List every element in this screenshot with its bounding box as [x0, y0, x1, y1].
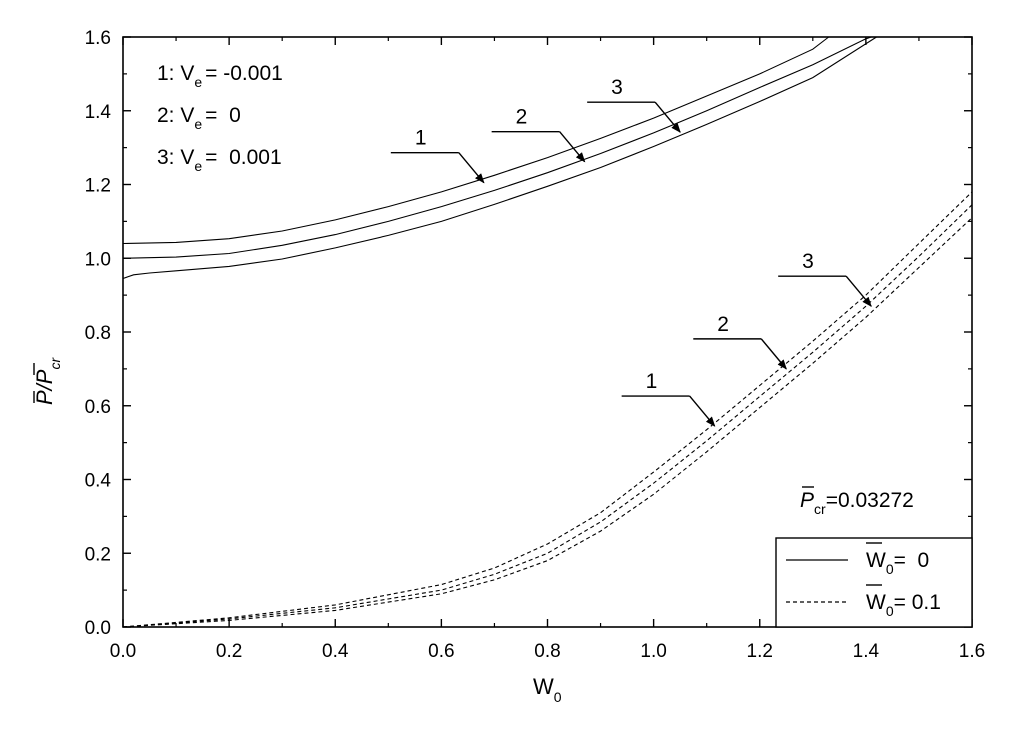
y-tick-label: 1.6 [85, 28, 111, 49]
y-tick-label: 0.4 [85, 471, 112, 492]
curve-annotations: 1 2 3 1 2 3 [390, 76, 872, 427]
annotation-arrow [689, 395, 716, 427]
series-line-dashed-1 [122, 191, 973, 628]
legend: W0= 0 W0= 0.1 [775, 537, 973, 628]
x-tick-label: 1.0 [640, 641, 666, 662]
annotation-label-solid-2: 2 [516, 106, 528, 129]
annotation-arrow [458, 152, 485, 184]
annotation-label-solid-3: 3 [611, 76, 623, 99]
x-tick-label: 1.2 [747, 641, 773, 662]
series-line-dashed-3 [122, 217, 973, 628]
axis-ticks: 0.0 0.2 0.4 0.6 0.8 1.0 1.2 1.4 1.6 0.0 0.2 0.4 0.6 0… [85, 28, 986, 662]
series-line-solid-1 [122, 36, 830, 245]
series-layer [122, 36, 973, 628]
y-tick-label: 0.0 [85, 618, 111, 639]
x-axis-title: W0 [533, 674, 562, 705]
annotation-label-solid-1: 1 [415, 127, 427, 150]
y-tick-label: 0.8 [85, 323, 111, 344]
ve-label-3: 3: Ve = 0.001 [157, 146, 282, 174]
y-axis-title: P/Pcr [32, 357, 63, 406]
y-tick-label: 1.0 [85, 249, 111, 270]
legend-label-0: W0= 0 [866, 549, 929, 577]
pcr-text: Pcr=0.03272 [800, 489, 914, 517]
legend-label-1: W0= 0.1 [866, 591, 941, 619]
ve-labels: 1: Ve = -0.001 2: Ve = 0 3: Ve = 0.001 [157, 62, 283, 174]
y-tick-label: 0.6 [85, 397, 111, 418]
annotation-arrow [559, 131, 586, 163]
x-tick-label: 0.4 [322, 641, 349, 662]
plot-frame [122, 36, 973, 628]
annotation-arrow [654, 101, 681, 133]
annotation-arrow [845, 275, 872, 307]
ve-label-1: 1: Ve = -0.001 [157, 62, 283, 90]
x-tick-label: 0.2 [216, 641, 242, 662]
annotation-arrow [760, 338, 787, 370]
legend-box [775, 537, 973, 628]
annotation-label-dashed-3: 3 [802, 250, 814, 273]
annotation-label-dashed-2: 2 [717, 313, 729, 336]
y-tick-label: 1.2 [85, 176, 111, 197]
x-tick-label: 0.8 [534, 641, 560, 662]
x-tick-label: 1.4 [853, 641, 880, 662]
x-tick-label: 0.0 [110, 641, 136, 662]
annotation-label-dashed-1: 1 [646, 370, 658, 393]
y-tick-label: 1.4 [85, 102, 112, 123]
x-tick-label: 1.6 [959, 641, 985, 662]
series-line-dashed-2 [122, 204, 973, 628]
y-tick-label: 0.2 [85, 544, 111, 565]
y-axis-title-text: P/Pcr [32, 357, 63, 406]
x-tick-label: 0.6 [428, 641, 454, 662]
series-line-solid-2 [122, 36, 872, 259]
series-line-solid-3 [122, 36, 877, 280]
ve-label-2: 2: Ve = 0 [157, 104, 241, 132]
pcr-label: Pcr=0.03272 [800, 486, 914, 517]
